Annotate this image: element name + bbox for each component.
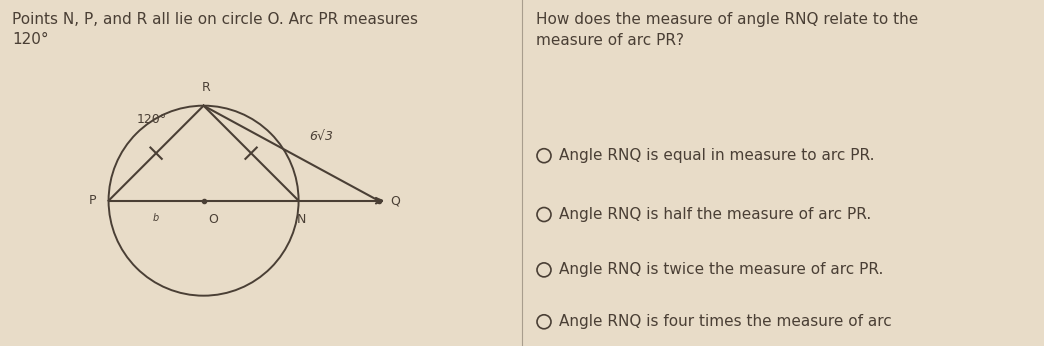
Text: b: b xyxy=(153,213,159,223)
Text: N: N xyxy=(296,213,306,226)
Text: How does the measure of angle RNQ relate to the
measure of arc PR?: How does the measure of angle RNQ relate… xyxy=(536,12,919,48)
Text: Angle RNQ is four times the measure of arc: Angle RNQ is four times the measure of a… xyxy=(559,314,892,329)
Text: Angle RNQ is half the measure of arc PR.: Angle RNQ is half the measure of arc PR. xyxy=(559,207,872,222)
Text: 120°: 120° xyxy=(137,113,166,126)
Text: 120°: 120° xyxy=(11,32,49,47)
Text: Angle RNQ is equal in measure to arc PR.: Angle RNQ is equal in measure to arc PR. xyxy=(559,148,875,163)
Text: P: P xyxy=(89,194,97,207)
Text: Points N, P, and R all lie on circle O. Arc PR measures: Points N, P, and R all lie on circle O. … xyxy=(11,12,418,27)
Text: 6√3: 6√3 xyxy=(309,130,333,143)
Text: Angle RNQ is twice the measure of arc PR.: Angle RNQ is twice the measure of arc PR… xyxy=(559,262,883,277)
Text: O: O xyxy=(209,213,218,226)
Text: Q: Q xyxy=(390,194,401,207)
Text: R: R xyxy=(203,81,211,94)
